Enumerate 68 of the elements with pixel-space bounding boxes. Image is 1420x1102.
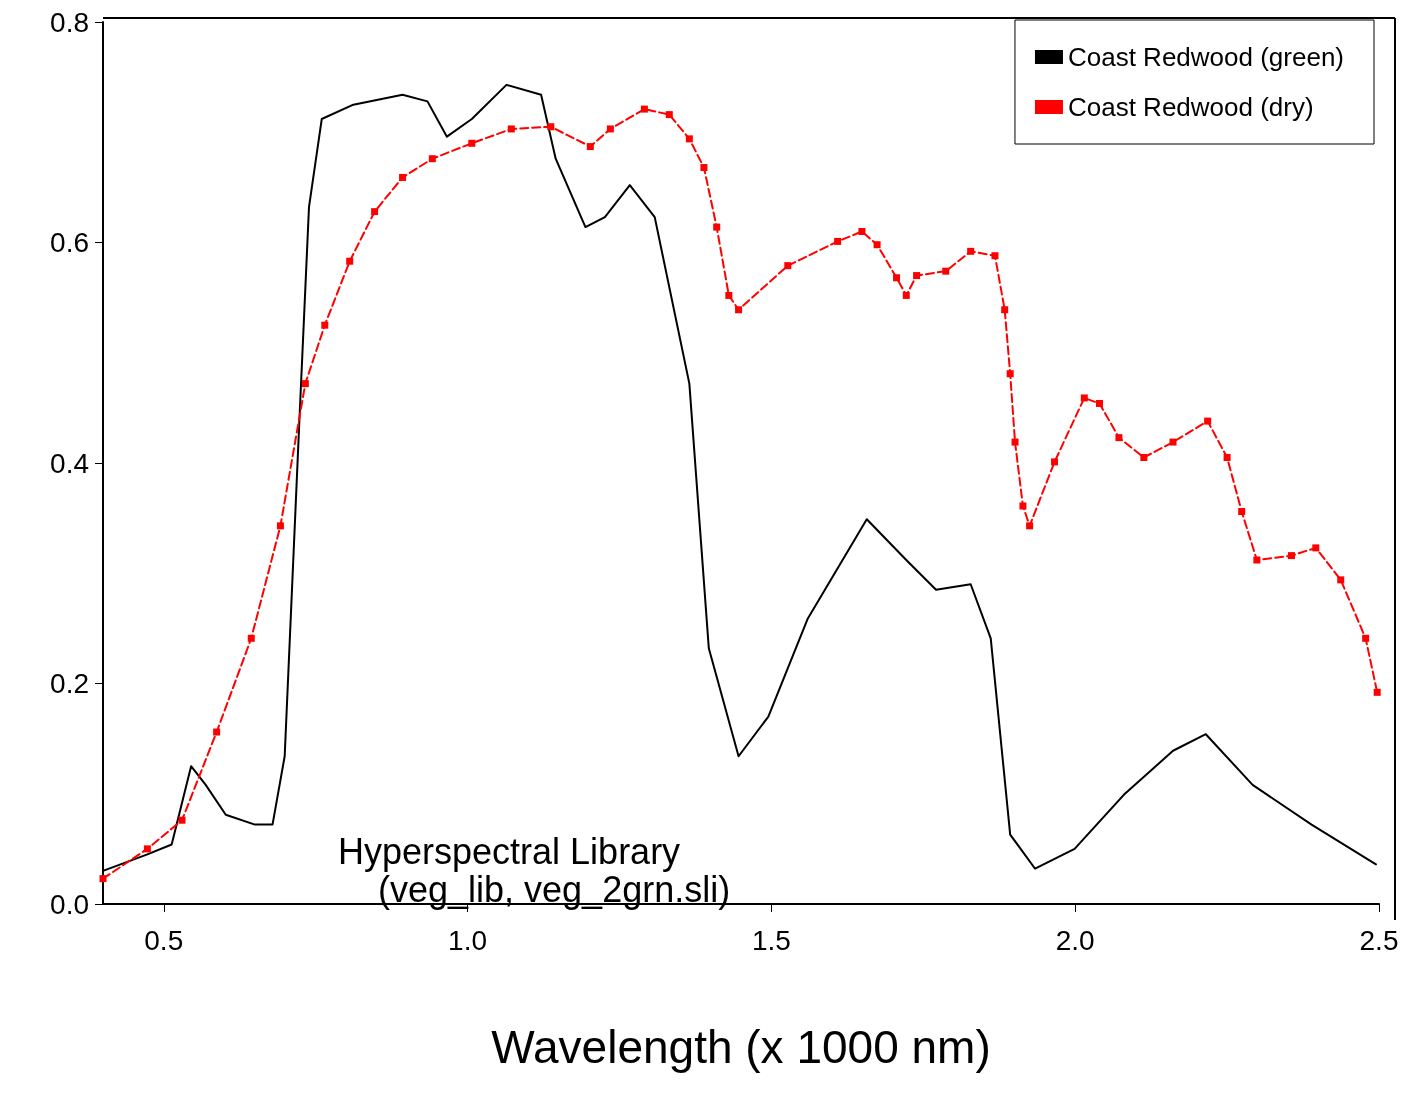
point [1019,502,1027,510]
point [685,135,693,143]
point [1288,552,1295,560]
y-tick-label: 0.8 [50,6,89,38]
point [468,139,476,147]
point [178,816,186,824]
point [1312,544,1320,552]
point [893,274,901,282]
point [1253,556,1261,564]
annotation: Hyperspectral Library [338,830,681,872]
legend-label: Coast Redwood (dry) [1067,92,1314,122]
point [301,380,309,388]
point [1026,522,1034,530]
point [700,164,708,172]
legend-label: Coast Redwood (green) [1067,42,1345,72]
point [858,227,866,235]
point [967,247,975,255]
point [1362,634,1370,642]
point [346,257,354,265]
x-tick-label: 0.5 [144,924,184,956]
point [834,237,842,245]
point [1337,576,1345,584]
y-tick-label: 0.0 [50,888,89,920]
x-tick-label: 2.5 [1359,924,1399,956]
point [1096,399,1103,407]
point [725,291,733,299]
point [586,143,594,151]
y-tick-label: 0.4 [50,447,89,479]
point [1373,688,1381,696]
x-axis-title: Wavelength (x 1000 nm) [491,1021,991,1073]
x-tick-label: 1.0 [448,924,488,956]
point [640,105,648,113]
point [507,125,515,133]
point [1204,417,1212,425]
point [143,845,151,853]
point [321,321,329,329]
point [371,208,379,216]
point [1238,508,1246,516]
point [547,123,555,131]
point [665,111,673,119]
point [1115,434,1123,442]
point [873,241,881,249]
point [713,223,721,231]
point [606,125,614,133]
point [1006,370,1014,378]
point [1169,438,1177,446]
point [735,306,743,314]
point [913,272,921,280]
x-tick-label: 2.0 [1055,924,1095,956]
point [784,262,792,270]
point [942,267,950,275]
point [428,155,436,163]
point [1011,438,1019,446]
point [247,634,255,642]
point [1140,453,1148,461]
point [399,173,407,181]
point [1051,458,1059,466]
x-tick-label: 1.5 [751,924,791,956]
point [991,252,999,260]
point [99,875,107,883]
y-tick-label: 0.6 [50,227,89,258]
point [276,522,284,530]
point [902,291,910,299]
point [1080,394,1088,402]
point [1001,306,1009,314]
point [213,728,221,736]
point [1223,453,1231,461]
y-tick-label: 0.2 [50,668,89,699]
